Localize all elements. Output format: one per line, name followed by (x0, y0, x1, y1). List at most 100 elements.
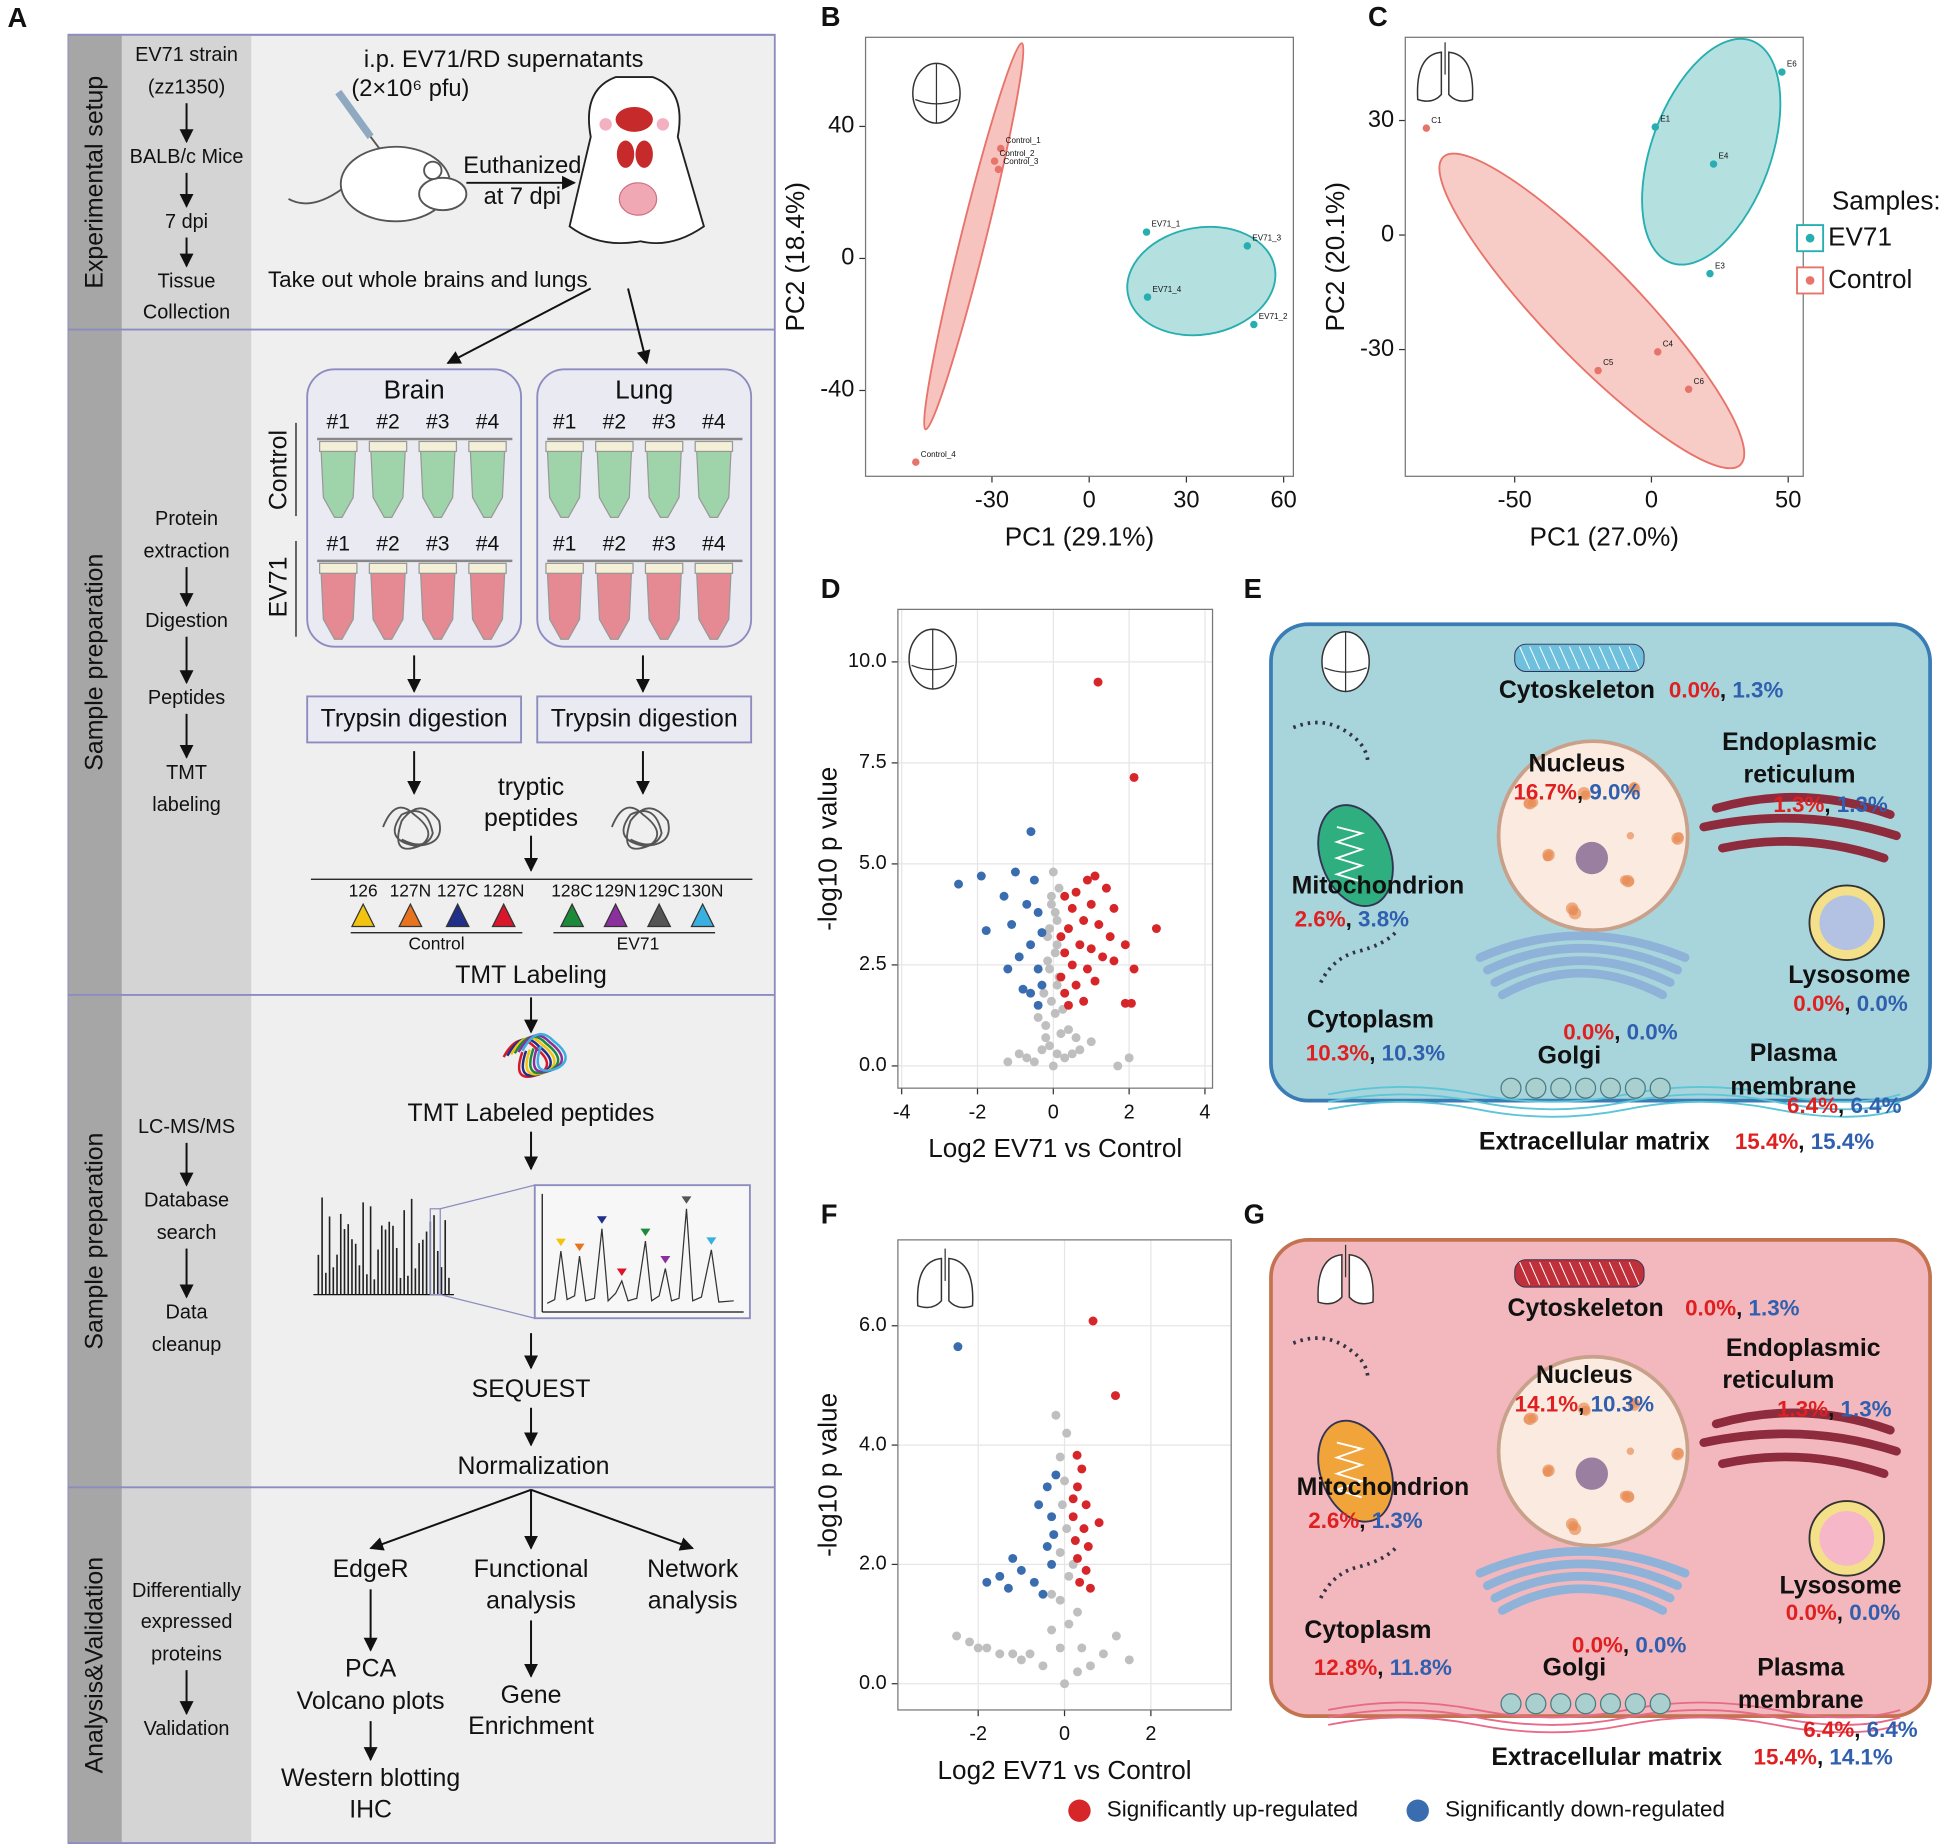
point (1072, 1450, 1082, 1460)
tmt-triangle (350, 902, 376, 928)
down-percent: 1.3% (1372, 1508, 1423, 1533)
y-tick-label: 0.0 (859, 1054, 887, 1076)
compartment-name: Plasma (1750, 1039, 1837, 1067)
point (1003, 1057, 1013, 1067)
point (1079, 996, 1089, 1006)
extracellular-matrix (1328, 1701, 1901, 1719)
nucleus-granule (1626, 1447, 1635, 1456)
point (1038, 1589, 1048, 1599)
golgi (1497, 968, 1668, 1000)
point (1052, 916, 1062, 925)
nucleus-granule (1565, 1517, 1579, 1531)
analysis-text: Western blotting (281, 1764, 460, 1792)
mouse-ear (599, 118, 612, 131)
tube-label: #3 (652, 532, 676, 555)
down-percent: 0.0% (1857, 991, 1908, 1016)
arrow (627, 288, 651, 365)
point (1043, 956, 1053, 966)
reporter-marker (555, 1238, 566, 1247)
point (1038, 1661, 1048, 1671)
point (1045, 964, 1055, 974)
dissection-text: Take out whole brains and lungs (268, 267, 588, 292)
tmt-tag: 126 (349, 880, 378, 900)
x-tick-label: -2 (969, 1101, 987, 1123)
nucleus-granule (1627, 782, 1641, 796)
point-label: Control_3 (1003, 157, 1039, 166)
digestion-text: Trypsin digestion (551, 705, 738, 733)
reporter-marker (640, 1228, 651, 1237)
point (1067, 903, 1077, 913)
down-percent: 11.8% (1390, 1655, 1452, 1680)
golgi (1490, 1571, 1675, 1603)
point (1029, 875, 1039, 885)
analysis-text: IHC (349, 1795, 392, 1823)
down-percent: 0.0% (1849, 1600, 1900, 1625)
compartment-percent: 0.0%, 0.0% (1563, 1019, 1678, 1044)
tmt-triangle (445, 902, 470, 928)
peptide-tangle (611, 806, 670, 850)
y-tick-label: 40 (828, 113, 854, 139)
x-tick-label: 4 (1199, 1101, 1210, 1123)
point (1082, 964, 1092, 974)
chromatin (1575, 841, 1608, 875)
tube-cap (418, 440, 458, 453)
extracellular-matrix (1328, 1093, 1901, 1111)
cytoskeleton-fiber (1628, 646, 1640, 670)
point (1064, 924, 1073, 934)
separator: , (1837, 1600, 1849, 1625)
panel-label: B (821, 1, 841, 32)
point (1014, 952, 1024, 962)
analysis-text: Enrichment (468, 1712, 594, 1740)
compartment-name: Endoplasmic (1722, 728, 1877, 756)
cytoskeleton-fiber (1628, 1262, 1640, 1285)
compartment-percent: 2.6%, 3.8% (1295, 906, 1410, 931)
point (973, 1643, 983, 1653)
point (1068, 1494, 1078, 1504)
chromatin (1575, 1457, 1608, 1490)
y-tick-label: -40 (820, 377, 854, 403)
tube-cap (418, 562, 458, 574)
x-tick-label: 0 (1048, 1101, 1059, 1123)
compartment-name: Nucleus (1529, 749, 1626, 777)
tube-label: #4 (702, 410, 726, 433)
point-label: E1 (1660, 115, 1670, 124)
point (1055, 1643, 1065, 1653)
y-tick-label: 0.0 (859, 1672, 887, 1694)
analysis-text: PCA (345, 1655, 397, 1683)
y-tick-label: 10.0 (848, 650, 887, 672)
tube-cap (545, 562, 584, 574)
tube-cap (545, 440, 584, 453)
lung-icon (1317, 1253, 1343, 1305)
tube-cap (318, 440, 358, 453)
point (1143, 293, 1152, 301)
point (1029, 1057, 1039, 1067)
point (952, 1631, 962, 1641)
compartment-percent: 0.0%, 0.0% (1793, 991, 1908, 1016)
cytoskeleton-fiber (1559, 646, 1570, 670)
point (1062, 1428, 1072, 1438)
nucleus-granule (1619, 1490, 1630, 1501)
point (1041, 1033, 1051, 1043)
point (1079, 1524, 1089, 1534)
point (1051, 1470, 1061, 1480)
x-tick-label: 30 (1173, 487, 1199, 513)
point (1594, 366, 1602, 375)
lung-icon (1416, 51, 1443, 102)
point (1651, 123, 1660, 131)
point (1016, 1565, 1026, 1575)
point (1025, 1649, 1035, 1659)
point (1094, 920, 1104, 929)
point (1050, 1008, 1060, 1018)
point (1085, 1661, 1095, 1671)
compartment-name: Extracellular matrix (1491, 1743, 1722, 1771)
step-text: Differentially (132, 1580, 241, 1602)
cytoskeleton-fiber (1568, 1262, 1580, 1285)
analysis-text: analysis (648, 1586, 738, 1614)
arrow (369, 1488, 532, 1551)
point (1113, 1061, 1123, 1071)
tube-label: #1 (327, 532, 351, 555)
step-text: search (157, 1222, 217, 1244)
x-axis-title: PC1 (29.1%) (1005, 521, 1154, 551)
point (981, 926, 991, 936)
